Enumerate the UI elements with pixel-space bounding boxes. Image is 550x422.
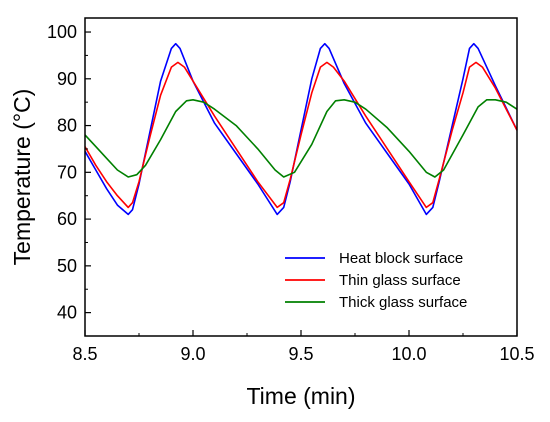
legend-label-1: Thin glass surface	[339, 272, 461, 289]
x-tick-label: 8.5	[72, 344, 97, 364]
y-tick-label: 90	[57, 69, 77, 89]
legend-label-0: Heat block surface	[339, 250, 463, 267]
y-ticks: 40 50 60 70 80 90 100	[47, 22, 91, 323]
x-tick-label: 10.5	[499, 344, 534, 364]
x-ticks: 8.5 9.0 9.5 10.0 10.5	[72, 330, 535, 364]
y-tick-label: 60	[57, 209, 77, 229]
y-tick-label: 50	[57, 256, 77, 276]
y-axis-title: Temperature (°C)	[9, 89, 35, 266]
y-tick-label: 40	[57, 303, 77, 323]
x-tick-label: 10.0	[391, 344, 426, 364]
series-layer	[84, 42, 518, 216]
y-tick-label: 100	[47, 22, 77, 42]
x-tick-label: 9.0	[180, 344, 205, 364]
x-tick-label: 9.5	[288, 344, 313, 364]
x-axis-title: Time (min)	[246, 383, 355, 409]
series-line-2	[84, 99, 518, 178]
legend-label-2: Thick glass surface	[339, 294, 467, 311]
y-tick-label: 80	[57, 116, 77, 136]
series-line-1	[84, 61, 518, 209]
y-tick-label: 70	[57, 162, 77, 182]
legend: Heat block surface Thin glass surface Thic…	[285, 250, 467, 311]
